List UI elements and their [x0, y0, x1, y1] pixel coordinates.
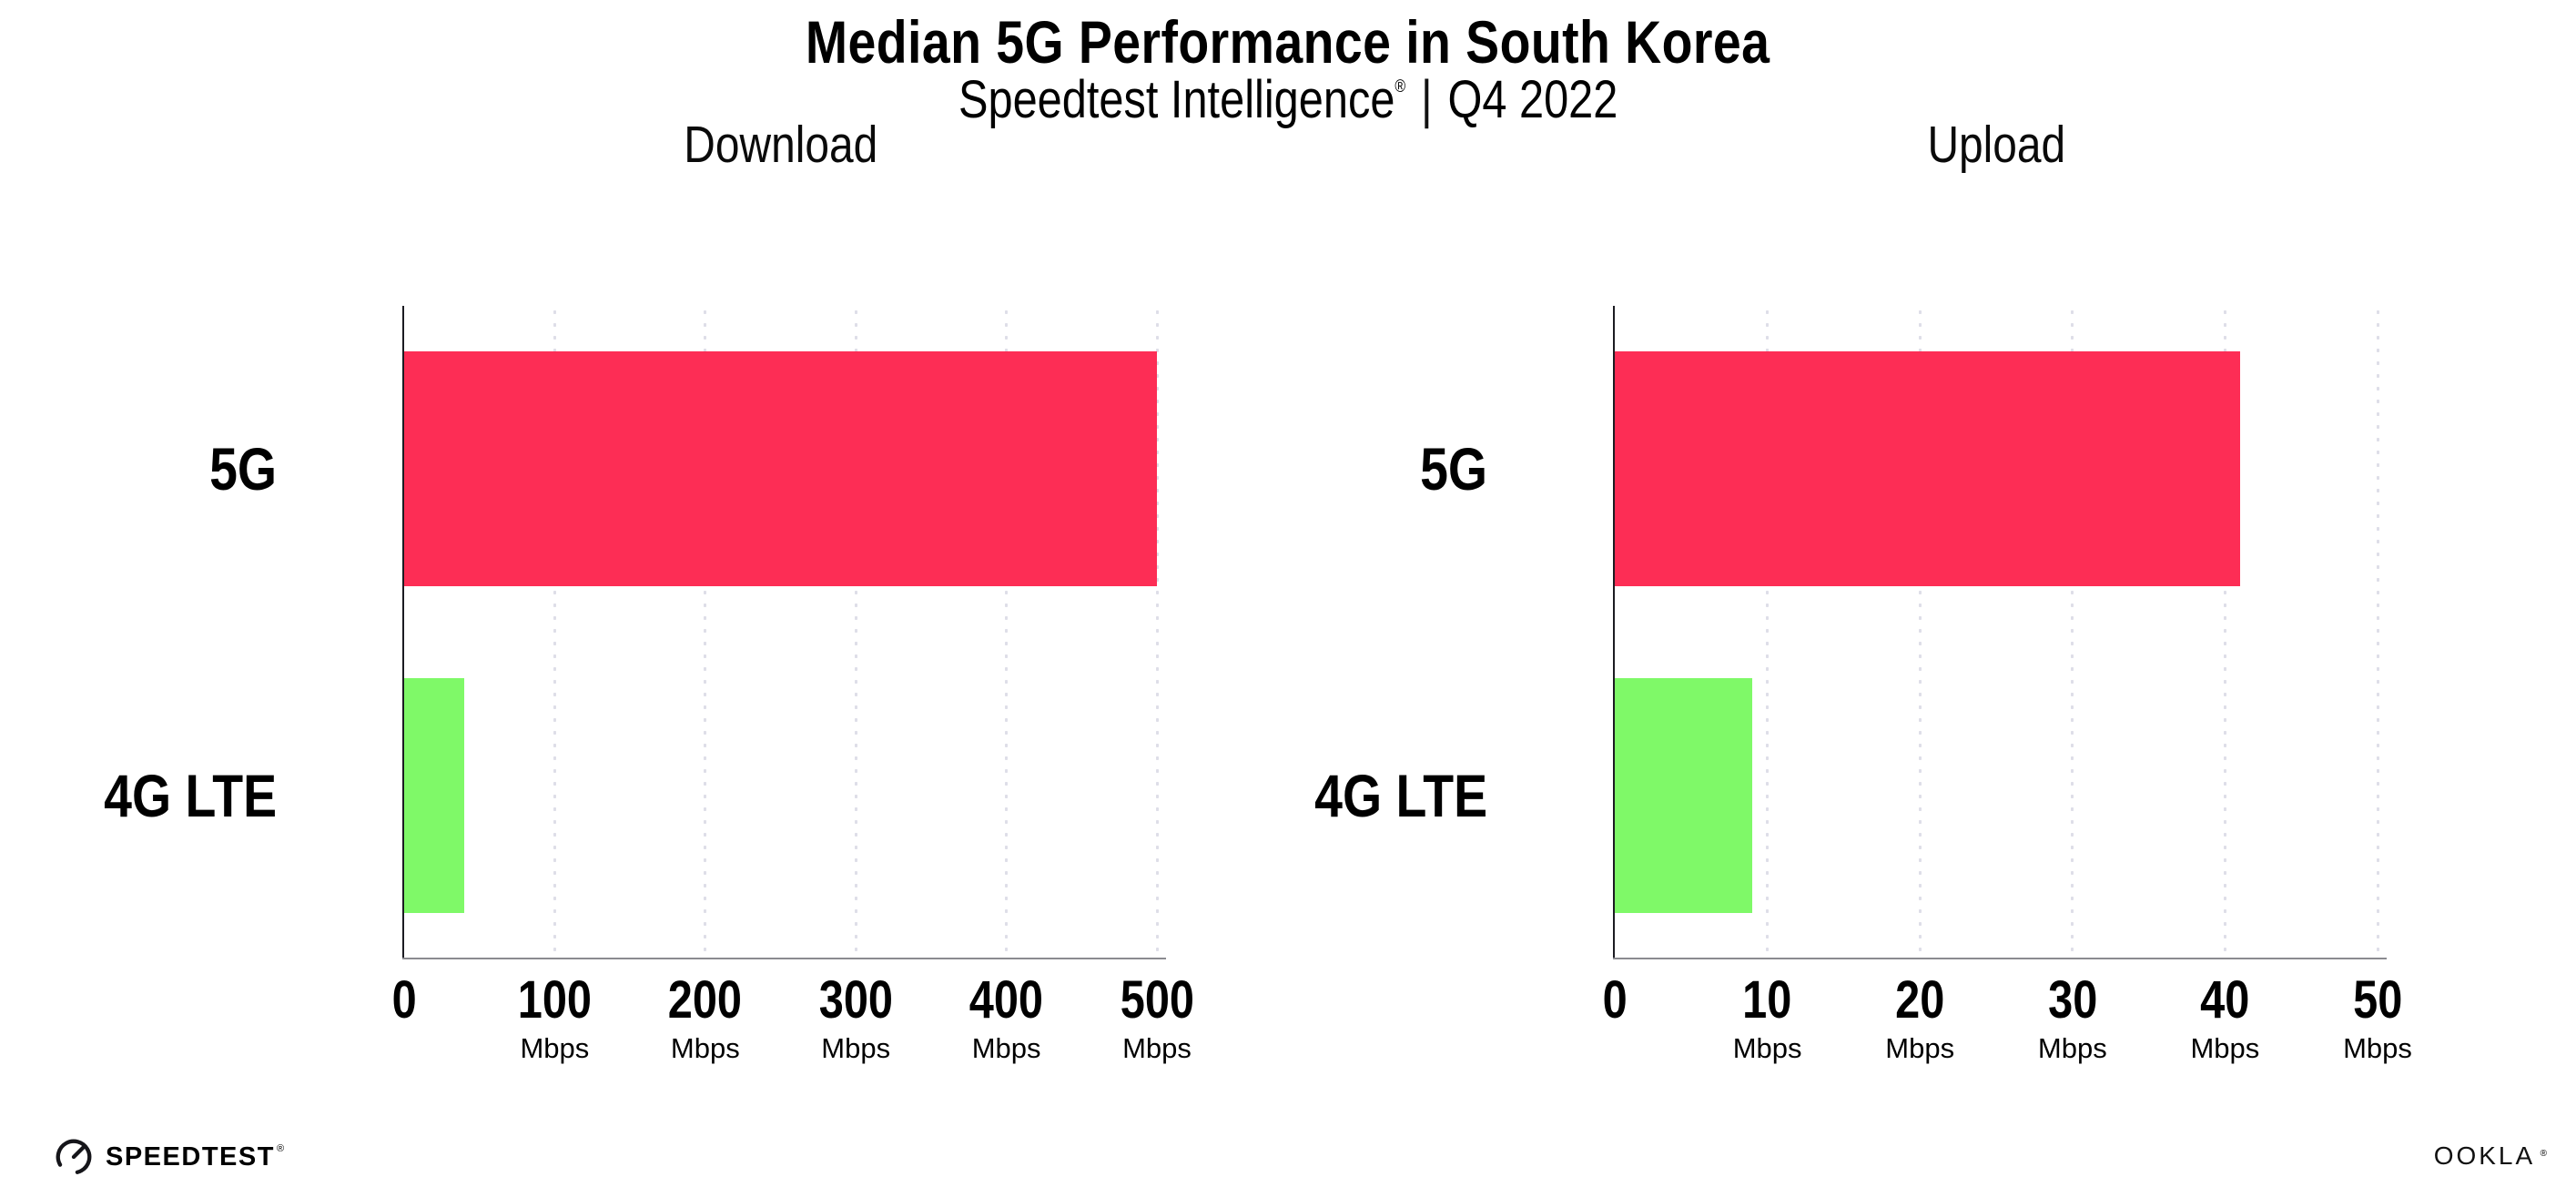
gridline-40	[2223, 306, 2226, 958]
plot-upload: Upload 5G 4G LTE 0 10 Mbps 20 Mbps 30 Mbps 40 Mbps 5…	[1314, 116, 2412, 1064]
x-tick-unit: Mbps	[821, 1032, 891, 1064]
speedtest-logo-text: SPEEDTEST	[106, 1141, 275, 1172]
x-tick-value: 0	[304, 972, 504, 1029]
x-tick-value-text: 0	[1602, 970, 1628, 1030]
speedtest-trademark-symbol: ®	[276, 1143, 285, 1154]
plot-download: Download 5G 4G LTE 0 100 Mbps 200 Mbps 300 Mbps 40…	[104, 116, 1194, 1064]
x-tick-value-text: 400	[969, 970, 1044, 1030]
bar-5g-download	[404, 351, 1157, 586]
x-tick-value-text: 0	[391, 970, 417, 1030]
subtitle-brand: Speedtest Intelligence	[958, 70, 1395, 129]
x-tick-value: 100	[454, 972, 654, 1029]
category-label-5g: 5G	[1105, 437, 1487, 501]
x-tick-value: 200	[605, 972, 806, 1029]
x-tick-unit: Mbps	[520, 1032, 590, 1064]
x-tick-300: 300 Mbps	[756, 972, 956, 1065]
x-tick-value: 300	[756, 972, 956, 1029]
y-axis	[402, 306, 404, 958]
gridline-20	[1918, 306, 1922, 958]
chart-title-text: Upload	[1927, 116, 2065, 174]
chart-title-text: Download	[684, 116, 877, 174]
x-tick-unit: Mbps	[2343, 1032, 2412, 1064]
x-tick-50: 50 Mbps	[2277, 972, 2478, 1065]
x-tick-value: 0	[1515, 972, 1715, 1029]
page-subtitle-text: Speedtest Intelligence® | Q4 2022	[958, 69, 1618, 130]
gridline-500	[1155, 306, 1159, 958]
x-tick-200: 200 Mbps	[605, 972, 806, 1065]
x-tick-value-text: 500	[1120, 970, 1194, 1030]
bar-4g-lte-upload	[1615, 678, 1752, 913]
x-tick-0: 0	[304, 972, 504, 1029]
subtitle-period: Q4 2022	[1447, 70, 1618, 129]
x-axis	[1613, 958, 2387, 959]
ookla-logo-text: OOKLA	[2433, 1141, 2536, 1170]
x-tick-value: 400	[907, 972, 1107, 1029]
x-tick-unit: Mbps	[2190, 1032, 2260, 1064]
category-label-text: 4G LTE	[104, 762, 277, 829]
page-title-text: Median 5G Performance in South Korea	[806, 8, 1770, 76]
gridline-300	[854, 306, 857, 958]
x-tick-20: 20 Mbps	[1820, 972, 2020, 1065]
speedtest-logo: SPEEDTEST ®	[53, 1136, 284, 1178]
x-tick-0: 0	[1515, 972, 1715, 1029]
x-tick-value: 50	[2277, 972, 2478, 1029]
x-tick-40: 40 Mbps	[2125, 972, 2325, 1065]
chart-title: Upload	[1615, 115, 2378, 175]
category-label-5g: 5G	[0, 437, 277, 501]
page-subtitle: Speedtest Intelligence® | Q4 2022	[0, 69, 2576, 130]
x-tick-value-text: 50	[2352, 970, 2403, 1030]
x-tick-unit: Mbps	[1732, 1032, 1802, 1064]
x-tick-500: 500 Mbps	[1057, 972, 1257, 1065]
x-tick-30: 30 Mbps	[1973, 972, 2173, 1065]
gridline-50	[2376, 306, 2379, 958]
gridline-400	[1005, 306, 1009, 958]
ookla-trademark-symbol: ®	[2540, 1149, 2547, 1159]
category-label-text: 5G	[209, 435, 277, 502]
gridline-100	[553, 306, 556, 958]
x-tick-value-text: 20	[1895, 970, 1945, 1030]
x-tick-value-text: 200	[668, 970, 743, 1030]
x-tick-value: 30	[1973, 972, 2173, 1029]
x-tick-unit: Mbps	[971, 1032, 1041, 1064]
category-label-text: 4G LTE	[1314, 762, 1487, 829]
x-tick-400: 400 Mbps	[907, 972, 1107, 1065]
x-axis	[402, 958, 1166, 959]
chart-title: Download	[404, 115, 1157, 175]
registered-trademark-symbol: ®	[1394, 77, 1406, 96]
x-tick-unit: Mbps	[2037, 1032, 2107, 1064]
bar-4g-lte-download	[404, 678, 465, 913]
x-tick-value: 40	[2125, 972, 2325, 1029]
x-tick-unit: Mbps	[670, 1032, 740, 1064]
x-tick-value-text: 30	[2047, 970, 2097, 1030]
bar-5g-upload	[1615, 351, 2241, 586]
gridline-30	[2071, 306, 2074, 958]
x-tick-value-text: 10	[1742, 970, 1792, 1030]
page-title: Median 5G Performance in South Korea	[0, 7, 2576, 76]
x-tick-value-text: 40	[2200, 970, 2250, 1030]
x-tick-value: 500	[1057, 972, 1257, 1029]
gridline-200	[704, 306, 707, 958]
subtitle-separator: |	[1420, 70, 1433, 129]
x-tick-value: 20	[1820, 972, 2020, 1029]
x-tick-100: 100 Mbps	[454, 972, 654, 1065]
x-tick-unit: Mbps	[1122, 1032, 1192, 1064]
x-tick-value: 10	[1668, 972, 1868, 1029]
x-tick-value-text: 300	[818, 970, 893, 1030]
speedtest-gauge-icon	[56, 1139, 92, 1175]
x-tick-unit: Mbps	[1885, 1032, 1955, 1064]
ookla-logo: OOKLA ®	[2434, 1141, 2547, 1171]
x-tick-value-text: 100	[517, 970, 593, 1030]
y-axis	[1613, 306, 1615, 958]
gridline-10	[1766, 306, 1770, 958]
category-label-4g-lte: 4G LTE	[1105, 764, 1487, 827]
x-tick-10: 10 Mbps	[1668, 972, 1868, 1065]
category-label-text: 5G	[1420, 435, 1487, 502]
category-label-4g-lte: 4G LTE	[0, 764, 277, 827]
